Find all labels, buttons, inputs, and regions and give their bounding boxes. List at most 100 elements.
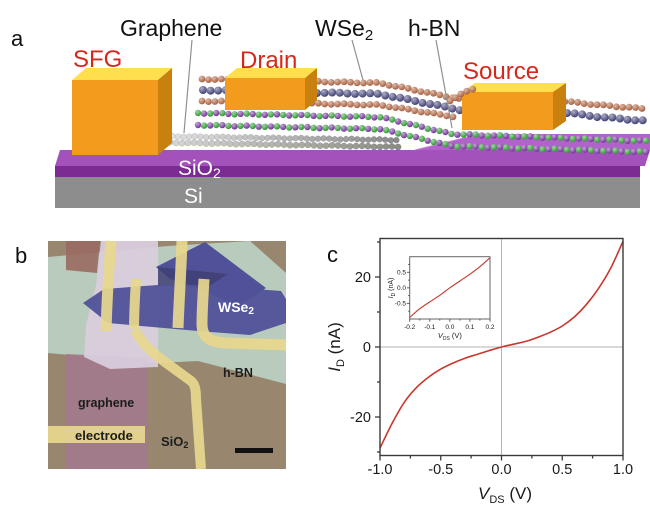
drain-front-face — [225, 78, 305, 110]
inset-curve — [409, 257, 491, 318]
drain-side-face — [305, 68, 317, 110]
sfg-electrode-block — [72, 68, 172, 155]
y-axis-symbol: I — [325, 367, 344, 372]
source-electrode-block — [462, 83, 566, 130]
sfg-label: SFG — [73, 46, 122, 73]
y-axis-subscript: D — [335, 359, 347, 367]
micrograph-wse2-base: WSe — [218, 299, 249, 315]
sfg-side-face — [158, 68, 172, 155]
source-top-face — [462, 83, 566, 92]
wse2-leader-line — [351, 39, 364, 81]
inset-y-subscript: D — [391, 292, 397, 296]
electrode-stripe-2 — [129, 278, 141, 330]
panel-c-letter: c — [327, 242, 338, 267]
inset-x-subscript: DS — [443, 336, 451, 342]
electrode-stripe-4 — [196, 278, 287, 351]
inset-y-symbol: I — [388, 296, 395, 298]
sio2-label: SiO2 — [178, 157, 221, 181]
x-tick-0: -1.0 — [368, 462, 393, 478]
electrode-stripe-1 — [100, 240, 117, 332]
micrograph-sio2-label: SiO2 — [161, 434, 188, 450]
wse2-se-row-right — [548, 96, 646, 112]
x-tick-1: -0.5 — [428, 462, 453, 478]
wse2-label-base: WSe — [315, 15, 365, 41]
graphene-region — [66, 354, 148, 469]
wse2-label: WSe2 — [315, 15, 373, 44]
inset-x-tick-3: 0.1 — [465, 324, 474, 331]
inset-y-tick-1: 0.0 — [397, 285, 406, 292]
drain-label: Drain — [240, 47, 297, 74]
scale-bar — [235, 448, 273, 453]
panel-a-letter: a — [11, 26, 24, 51]
electrode-diagonal — [130, 327, 206, 470]
x-axis-subscript: DS — [489, 494, 504, 506]
source-side-face — [553, 83, 566, 130]
inset-tick-labels: -0.2 -0.1 0.0 0.1 0.2 0.5 0.0 -0.5 — [395, 270, 495, 332]
inset-x-unit: (V) — [450, 331, 463, 340]
source-front-face — [462, 92, 553, 130]
sio2-label-sub: 2 — [213, 165, 221, 181]
graphene-leader-line — [183, 39, 193, 134]
panel-b-letter: b — [15, 243, 28, 268]
tick-labels: -1.0 -0.5 0.0 0.5 1.0 20 0 -20 — [350, 270, 633, 478]
si-label: Si — [184, 185, 203, 208]
wse2-label-sub: 2 — [365, 27, 373, 44]
x-tick-4: 1.0 — [613, 462, 633, 478]
inset-y-tick-2: -0.5 — [395, 301, 407, 308]
inset-y-tick-0: 0.5 — [397, 270, 406, 277]
electrode-horizontal-bar — [48, 426, 145, 443]
wse2-drape-row — [446, 85, 477, 105]
curve-path — [379, 240, 624, 449]
inset-x-axis-title: VDS (V) — [438, 331, 463, 342]
micrograph-sio2-base: SiO — [161, 434, 183, 449]
hbn-leader-line — [435, 39, 453, 129]
inset-x-tick-4: 0.2 — [485, 324, 494, 331]
electrodes — [48, 240, 287, 470]
x-axis-title: VDS (V) — [478, 484, 532, 506]
inset-y-unit: (nA) — [388, 278, 395, 293]
axis-ticks — [375, 241, 624, 461]
atomic-layers-front — [194, 85, 649, 156]
micrograph-electrode-label: electrode — [75, 428, 133, 443]
hbn-label: h-BN — [408, 15, 460, 41]
x-axis-unit: (V) — [505, 484, 532, 503]
inset-plot: -0.2 -0.1 0.0 0.1 0.2 0.5 0.0 -0.5 VDS (… — [388, 256, 495, 342]
hbn-row-2 — [194, 121, 649, 156]
curve-path — [409, 257, 491, 318]
inset-ticks — [406, 264, 491, 322]
inset-x-tick-2: 0.0 — [445, 324, 454, 331]
micrograph-sio2-sub: 2 — [183, 440, 188, 450]
y-axis-unit: (nA) — [325, 322, 344, 359]
y-axis-title: ID (nA) — [325, 322, 347, 372]
inset-x-tick-0: -0.2 — [404, 324, 416, 331]
y-tick-2: -20 — [350, 410, 371, 426]
x-tick-3: 0.5 — [552, 462, 572, 478]
sio2-top-face — [55, 150, 650, 166]
panel-c-iv-plot: -1.0 -0.5 0.0 0.5 1.0 20 0 -20 VDS (V) I… — [325, 237, 633, 506]
sfg-top-face — [72, 68, 172, 80]
y-tick-0: 20 — [355, 270, 371, 286]
micrograph-wse2-label: WSe2 — [218, 299, 254, 317]
graphene-label: Graphene — [120, 15, 222, 41]
micrograph-graphene-label: graphene — [78, 396, 134, 410]
x-axis-symbol: V — [478, 484, 491, 503]
x-tick-2: 0.0 — [491, 462, 511, 478]
drain-top-face — [225, 68, 317, 78]
inset-x-symbol: V — [438, 331, 444, 340]
iv-curve — [379, 240, 624, 449]
micrograph-wse2-sub: 2 — [248, 306, 254, 317]
panel-b-micrograph: WSe2 h-BN graphene electrode SiO2 — [48, 240, 287, 470]
inset-y-axis-title: ID (nA) — [388, 278, 397, 299]
drain-electrode-block — [225, 68, 317, 110]
graphene-top-patch — [66, 241, 100, 273]
inset-x-tick-1: -0.1 — [424, 324, 436, 331]
hbn-row-1 — [194, 109, 649, 144]
sfg-front-face — [72, 80, 158, 155]
sio2-label-base: SiO — [178, 157, 213, 180]
si-substrate — [55, 177, 640, 208]
sio2-front-face — [55, 166, 640, 177]
source-label: Source — [463, 58, 539, 85]
y-tick-1: 0 — [363, 340, 371, 356]
micrograph-hbn-label: h-BN — [223, 366, 253, 380]
